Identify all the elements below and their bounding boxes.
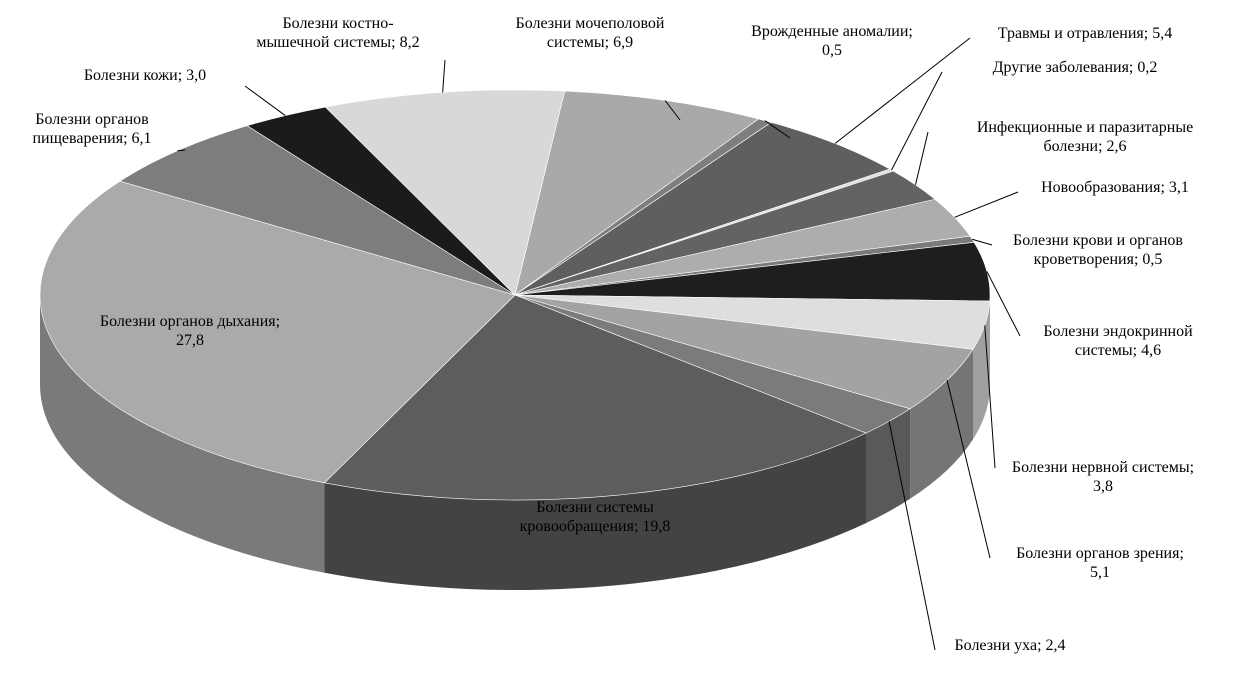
slice-label-line: Новообразования; 3,1 xyxy=(1041,179,1189,196)
leader-line-болезни-кожи xyxy=(244,85,286,116)
leader-line-болезни-уха xyxy=(888,421,936,651)
slice-label-болезни-органов-дыхания: Болезни органов дыхания; 27,8 xyxy=(100,313,280,349)
pie-side-болезни-органов-зрения xyxy=(910,349,974,499)
slice-label-line: мышечной системы; 8,2 xyxy=(256,34,419,51)
pie-slice-болезни-органов-дыхания xyxy=(39,180,516,484)
leader-line-болезни-костно-мышечной-системы xyxy=(442,59,446,93)
slice-label-line: кровообращения; 19,8 xyxy=(520,518,671,535)
pie-side-болезни-органов-дыхания xyxy=(40,295,325,573)
slice-labels: Болезни мочеполовой системы; 6,9 Врожденны… xyxy=(32,15,1194,654)
slice-label-line: системы; 4,6 xyxy=(1075,342,1161,359)
slice-label-line: пищеварения; 6,1 xyxy=(32,130,151,147)
slice-label-line: системы; 6,9 xyxy=(547,34,633,51)
leader-line-новообразования xyxy=(954,191,1019,218)
slice-label-line: Другие заболевания; 0,2 xyxy=(993,59,1158,76)
slice-label-line: Врожденные аномалии; xyxy=(751,23,913,40)
leader-line-болезни-мочеполовой-системы xyxy=(664,100,681,121)
slice-label-line: Болезни органов зрения; xyxy=(1016,545,1184,562)
leader-line-болезни-нервной-системы xyxy=(984,325,996,469)
pie-slice-болезни-системы-кровообращения xyxy=(323,294,867,501)
slice-label-болезни-крови-и-органов-кроветворения: Болезни крови и органов кроветворения; 0,… xyxy=(1013,232,1183,268)
pie-slice-болезни-органов-зрения xyxy=(514,294,974,410)
slice-label-line: Болезни эндокринной xyxy=(1043,323,1193,340)
slice-label-line: кроветворения; 0,5 xyxy=(1034,251,1163,268)
leader-line-врожденные-аномалии xyxy=(764,120,791,139)
slice-label-болезни-костно-мышечной-системы: Болезни костно-мышечной системы; 8,2 xyxy=(256,15,419,51)
pie-slice-травмы-и-отравления xyxy=(514,122,891,296)
slice-label-line: 3,8 xyxy=(1093,478,1113,495)
label-leader-lines xyxy=(177,37,1021,651)
slice-label-line: Инфекционные и паразитарные xyxy=(977,119,1193,136)
slice-label-болезни-кожи: Болезни кожи; 3,0 xyxy=(84,67,206,84)
leader-line-другие-заболевания xyxy=(891,71,943,171)
pie-side-walls xyxy=(40,295,990,590)
leader-line-болезни-крови-и-органов-кроветворения xyxy=(971,238,993,246)
slice-label-болезни-системы-кровообращения: Болезни системы кровообращения; 19,8 xyxy=(520,499,671,535)
slice-label-line: Травмы и отравления; 5,4 xyxy=(998,25,1172,42)
slice-label-новообразования: Новообразования; 3,1 xyxy=(1041,179,1189,196)
slice-label-line: 5,1 xyxy=(1090,564,1110,581)
slice-label-line: Болезни нервной системы; xyxy=(1012,459,1194,476)
slice-label-болезни-органов-зрения: Болезни органов зрения; 5,1 xyxy=(1016,545,1184,581)
slice-label-line: Болезни системы xyxy=(536,499,654,516)
slice-label-врожденные-аномалии: Врожденные аномалии; 0,5 xyxy=(751,23,913,59)
slice-label-line: Болезни кожи; 3,0 xyxy=(84,67,206,84)
pie-side-болезни-системы-кровообращения xyxy=(324,433,866,590)
leader-line-травмы-и-отравления xyxy=(834,37,971,144)
slice-label-line: Болезни мочеполовой xyxy=(516,15,665,32)
slice-label-другие-заболевания: Другие заболевания; 0,2 xyxy=(993,59,1158,76)
slice-label-line: 27,8 xyxy=(176,332,204,349)
slice-label-болезни-эндокринной-системы: Болезни эндокринной системы; 4,6 xyxy=(1043,323,1193,359)
leader-line-болезни-эндокринной-системы xyxy=(986,271,1021,337)
slice-label-line: Болезни уха; 2,4 xyxy=(954,637,1065,654)
leader-line-инфекционные-и-паразитарные-болезни xyxy=(915,131,929,185)
slice-label-болезни-мочеполовой-системы: Болезни мочеполовой системы; 6,9 xyxy=(516,15,665,51)
slice-label-травмы-и-отравления: Травмы и отравления; 5,4 xyxy=(998,25,1172,42)
slice-label-line: болезни; 2,6 xyxy=(1043,138,1126,155)
pie-side-болезни-уха xyxy=(865,408,911,524)
pie-top-faces xyxy=(39,89,991,501)
slice-label-line: Болезни органов дыхания; xyxy=(100,313,280,330)
leader-line-болезни-органов-пищеварения xyxy=(177,149,186,152)
slice-label-инфекционные-и-паразитарные-болезни: Инфекционные и паразитарные болезни; 2,6 xyxy=(977,119,1193,155)
leader-line-болезни-органов-зрения xyxy=(946,380,991,559)
slice-label-болезни-уха: Болезни уха; 2,4 xyxy=(954,637,1065,654)
slice-label-болезни-нервной-системы: Болезни нервной системы; 3,8 xyxy=(1012,459,1194,495)
slice-label-line: Болезни костно- xyxy=(282,15,393,32)
slice-label-line: Болезни крови и органов xyxy=(1013,232,1183,249)
slice-label-line: 0,5 xyxy=(822,42,842,59)
slice-label-line: Болезни органов xyxy=(35,111,149,128)
slice-label-болезни-органов-пищеварения: Болезни органов пищеварения; 6,1 xyxy=(32,111,151,147)
